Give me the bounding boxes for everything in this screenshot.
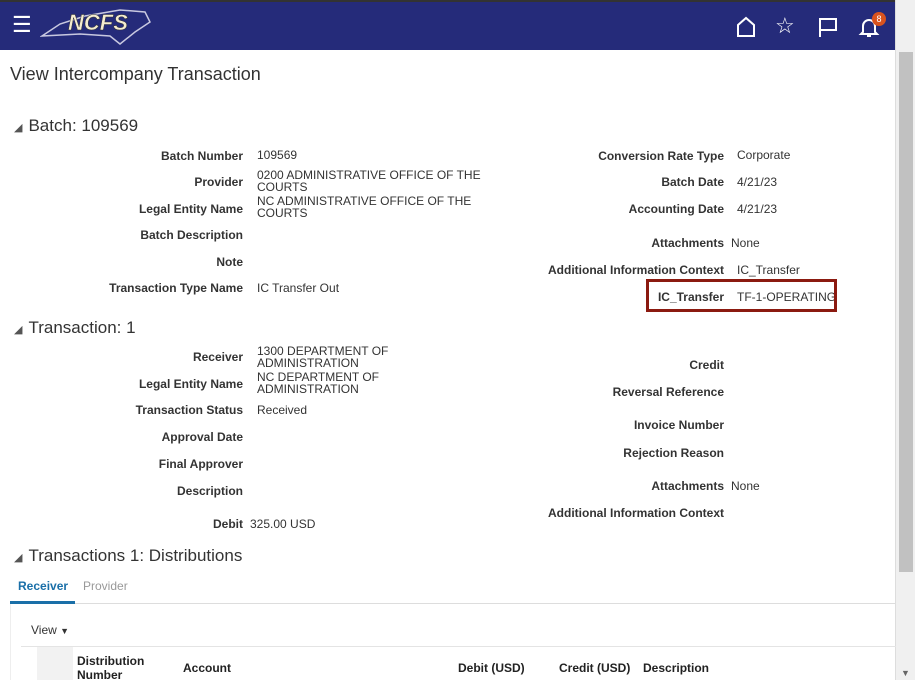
additional-info-context-label: Additional Information Context [548, 263, 724, 277]
transaction-status-label: Transaction Status [135, 403, 243, 417]
view-label: View [31, 623, 57, 637]
hamburger-menu-icon[interactable]: ☰ [12, 12, 32, 37]
collapse-icon[interactable]: ◢ [14, 324, 23, 336]
dropdown-arrow-icon: ▼ [60, 626, 70, 636]
legal-entity-value: NC ADMINISTRATIVE OFFICE OF THE COURTS [257, 194, 472, 220]
additional-info-context-label: Additional Information Context [548, 506, 724, 520]
batch-number-value: 109569 [257, 148, 298, 162]
credit-label: Credit [689, 358, 724, 372]
attachments-label: Attachments [651, 236, 724, 250]
attachments-label: Attachments [651, 479, 724, 493]
batch-number-label: Batch Number [160, 149, 243, 163]
receiver-label: Receiver [192, 350, 243, 364]
view-menu[interactable]: View ▼ [31, 623, 69, 637]
column-description[interactable]: Description [643, 661, 710, 675]
column-account[interactable]: Account [183, 661, 231, 675]
batch-description-label: Batch Description [140, 228, 243, 242]
transaction-status-value: Received [257, 403, 308, 417]
flag-icon[interactable] [817, 16, 839, 38]
batch-section-header[interactable]: ◢ Batch: 109569 [14, 116, 138, 136]
approval-date-label: Approval Date [161, 430, 243, 444]
column-debit[interactable]: Debit (USD) [458, 661, 525, 675]
accounting-date-value: 4/21/23 [737, 202, 778, 216]
home-icon[interactable] [735, 16, 757, 38]
active-tab-indicator [10, 601, 75, 604]
top-bar: ☰ NCFS ☆ [0, 0, 895, 50]
note-label: Note [216, 255, 243, 269]
ic-transfer-value: TF-1-OPERATING [737, 290, 837, 304]
table-divider [21, 646, 896, 647]
receiver-value: 1300 DEPARTMENT OF ADMINISTRATION [257, 344, 389, 370]
accounting-date-label: Accounting Date [628, 202, 724, 216]
invoice-number-label: Invoice Number [633, 418, 724, 432]
row-selector-column [37, 647, 73, 680]
tab-receiver[interactable]: Receiver [18, 579, 69, 593]
reversal-reference-label: Reversal Reference [612, 385, 724, 399]
column-distribution-number[interactable]: Distribution Number [77, 654, 145, 682]
legal-entity-value: NC DEPARTMENT OF ADMINISTRATION [257, 370, 380, 396]
legal-entity-label: Legal Entity Name [138, 377, 243, 391]
final-approver-label: Final Approver [158, 457, 243, 471]
notification-badge: 8 [872, 12, 886, 26]
provider-label: Provider [194, 175, 243, 189]
collapse-icon[interactable]: ◢ [14, 122, 23, 134]
transaction-type-value: IC Transfer Out [257, 281, 340, 295]
page-title: View Intercompany Transaction [10, 64, 261, 84]
transaction-type-label: Transaction Type Name [109, 281, 243, 295]
debit-value: 325.00 USD [250, 517, 316, 531]
vertical-scrollbar[interactable]: ▼ [895, 0, 915, 680]
batch-date-label: Batch Date [661, 175, 724, 189]
distributions-section-header[interactable]: ◢ Transactions 1: Distributions [14, 546, 242, 566]
tab-provider[interactable]: Provider [83, 579, 128, 593]
ncfs-logo[interactable]: NCFS [40, 6, 155, 46]
rejection-reason-label: Rejection Reason [623, 446, 724, 460]
conversion-rate-type-value: Corporate [737, 148, 791, 162]
additional-info-context-value: IC_Transfer [737, 263, 800, 277]
column-credit[interactable]: Credit (USD) [559, 661, 631, 675]
distributions-panel: View ▼ Distribution Number Account Debit… [10, 604, 896, 682]
collapse-icon[interactable]: ◢ [14, 552, 23, 564]
transaction-section-header[interactable]: ◢ Transaction: 1 [14, 318, 136, 338]
star-icon[interactable]: ☆ [775, 13, 795, 38]
legal-entity-label: Legal Entity Name [138, 202, 243, 216]
debit-label: Debit [213, 517, 243, 531]
scrollbar-thumb[interactable] [899, 52, 913, 572]
provider-value: 0200 ADMINISTRATIVE OFFICE OF THE COURTS [257, 168, 481, 194]
ic-transfer-label: IC_Transfer [657, 290, 724, 304]
batch-date-value: 4/21/23 [737, 175, 778, 189]
section-title: Transaction: 1 [28, 318, 136, 337]
highlight-box [646, 279, 837, 312]
bell-icon[interactable] [858, 16, 880, 38]
scroll-down-icon[interactable]: ▼ [901, 668, 910, 678]
description-label: Description [176, 484, 243, 498]
section-title: Batch: 109569 [28, 116, 139, 135]
distribution-tabs: Receiver Provider [10, 570, 895, 604]
section-title: Transactions 1: Distributions [28, 546, 243, 565]
attachments-value[interactable]: None [731, 479, 760, 493]
attachments-value[interactable]: None [731, 236, 760, 250]
svg-text:NCFS: NCFS [68, 10, 128, 35]
conversion-rate-type-label: Conversion Rate Type [598, 149, 724, 163]
